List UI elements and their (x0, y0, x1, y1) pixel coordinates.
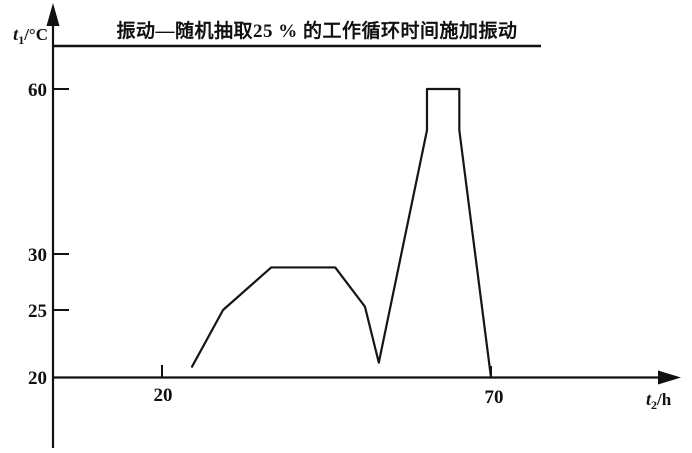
y-tick-label-20: 20 (28, 368, 47, 389)
y-axis-label: t1/°C (13, 24, 48, 47)
x-axis-label-symbol: t (646, 389, 652, 409)
chart-title: 振动—随机抽取25 % 的工作循环时间施加振动 (116, 19, 517, 42)
y-tick-label-30: 30 (28, 245, 47, 266)
temperature-curve (190, 87, 493, 379)
x-axis-label-unit: /h (656, 390, 672, 409)
y-axis-label-unit: /°C (23, 25, 48, 44)
y-tick-label-60: 60 (28, 80, 47, 101)
x-axis-label: t2/h (646, 389, 672, 412)
x-tick-label-70: 70 (485, 387, 504, 408)
x-axis-label-subscript: 2 (651, 398, 657, 412)
x-tick-label-20: 20 (154, 385, 173, 406)
y-axis-arrow-icon (46, 3, 60, 26)
y-tick-label-25: 25 (28, 301, 47, 322)
y-axis-label-subscript: 1 (18, 33, 24, 47)
x-axis-arrow-icon (658, 370, 681, 385)
y-axis-label-symbol: t (13, 24, 19, 44)
